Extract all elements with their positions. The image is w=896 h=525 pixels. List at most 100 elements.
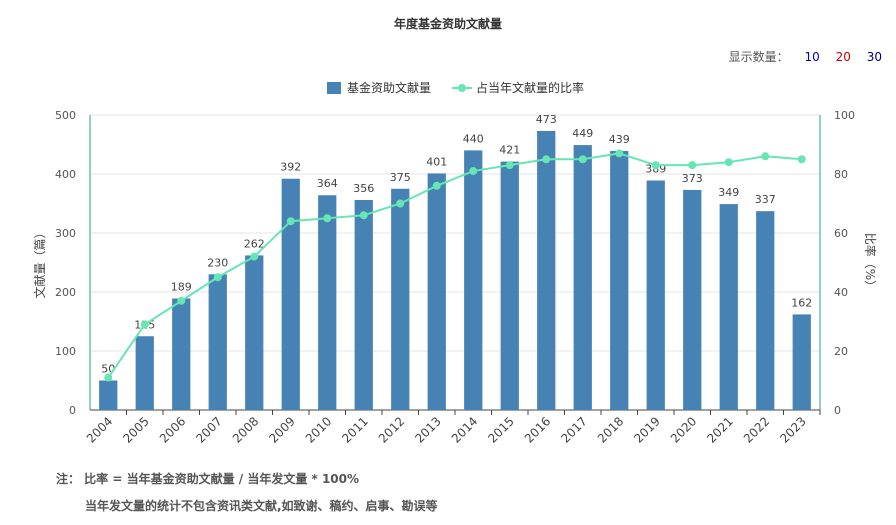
x-tick-label: 2014 — [449, 414, 480, 445]
x-tick-label: 2009 — [266, 414, 297, 445]
y-left-tick-label: 0 — [69, 404, 76, 417]
x-tick-label: 2015 — [485, 414, 516, 445]
bar — [719, 204, 738, 410]
bar — [427, 173, 446, 410]
y-right-tick-label: 40 — [834, 286, 848, 299]
bar — [756, 211, 775, 410]
bar — [573, 145, 592, 410]
ratio-point — [396, 199, 405, 208]
bar-value-label: 356 — [353, 182, 374, 195]
ratio-point — [469, 167, 478, 176]
y-left-tick-label: 500 — [55, 109, 76, 122]
bar — [99, 380, 118, 410]
x-tick-label: 2020 — [668, 414, 699, 445]
x-tick-label: 2012 — [376, 414, 407, 445]
bar-value-label: 349 — [718, 186, 739, 199]
ratio-point — [578, 155, 587, 164]
bar-value-label: 392 — [280, 161, 301, 174]
y-right-tick-label: 100 — [834, 109, 855, 122]
x-tick-label: 2011 — [339, 414, 370, 445]
ratio-point — [542, 155, 551, 164]
ratio-point — [797, 155, 806, 164]
ratio-point — [213, 273, 222, 282]
ratio-point — [724, 158, 733, 167]
x-tick-label: 2005 — [120, 414, 151, 445]
ratio-point — [688, 161, 697, 170]
bar — [610, 150, 629, 411]
x-tick-label: 2013 — [412, 414, 443, 445]
x-tick-label: 2008 — [230, 414, 261, 445]
y-right-tick-label: 60 — [834, 227, 848, 240]
x-tick-label: 2017 — [558, 414, 589, 445]
bar — [318, 195, 337, 410]
ratio-point — [615, 149, 624, 158]
bar-value-label: 162 — [791, 296, 812, 309]
y-left-axis-title: 文献量（篇） — [32, 226, 47, 298]
bar-value-label: 421 — [499, 144, 520, 157]
bar — [464, 150, 483, 410]
bar-value-label: 473 — [536, 113, 557, 126]
y-left-tick-label: 100 — [55, 345, 76, 358]
display-count-selector: 显示数量： 10 20 30 — [717, 48, 882, 65]
ratio-point — [140, 320, 149, 329]
y-right-tick-label: 80 — [834, 168, 848, 181]
ratio-line — [107, 152, 802, 379]
y-right-axis-title: 比率（%） — [863, 233, 878, 292]
bar — [683, 189, 702, 410]
bar — [208, 274, 227, 410]
bar-value-label: 401 — [426, 155, 447, 168]
bar — [792, 314, 811, 410]
x-tick-label: 2019 — [631, 414, 662, 445]
bar-value-label: 439 — [609, 133, 630, 146]
bar — [391, 188, 410, 410]
x-tick-label: 2016 — [522, 414, 553, 445]
chart-notes: 注： 比率 = 当年基金资助文献量 / 当年发文量 * 100% 当年发文量的统… — [56, 470, 438, 514]
ratio-point — [177, 296, 186, 305]
legend-bar-label: 基金资助文献量 — [347, 80, 431, 95]
bar-value-label: 364 — [317, 177, 338, 190]
bar-value-label: 262 — [244, 237, 265, 250]
bar — [245, 255, 264, 410]
x-tick-label: 2018 — [595, 414, 626, 445]
bar — [135, 336, 154, 410]
note-exclusion: 当年发文量的统计不包含资讯类文献,如致谢、稿约、启事、勘误等 — [85, 499, 438, 513]
bar-value-label: 230 — [207, 256, 228, 269]
bar — [354, 199, 373, 410]
display-count-20[interactable]: 20 — [835, 50, 851, 64]
chart-title: 年度基金资助文献量 — [393, 17, 502, 31]
ratio-point — [104, 373, 113, 382]
x-tick-label: 2021 — [704, 414, 735, 445]
bar — [281, 178, 300, 410]
legend-line-label: 占当年文献量的比率 — [476, 80, 584, 95]
bar — [172, 298, 191, 410]
legend-bar-swatch — [327, 82, 341, 94]
bar-value-label: 449 — [572, 127, 593, 140]
legend-line-marker — [458, 84, 466, 92]
x-tick-label: 2007 — [193, 414, 224, 445]
ratio-point — [359, 211, 368, 220]
x-tick-label: 2006 — [157, 414, 188, 445]
ratio-point — [432, 181, 441, 190]
y-right-tick-label: 20 — [834, 345, 848, 358]
x-tick-label: 2010 — [303, 414, 334, 445]
display-count-10[interactable]: 10 — [804, 50, 820, 64]
bar-value-label: 373 — [682, 172, 703, 185]
y-left-tick-label: 400 — [55, 168, 76, 181]
x-tick-label: 2023 — [777, 414, 808, 445]
display-count-label: 显示数量： — [728, 50, 789, 64]
y-left-tick-label: 300 — [55, 227, 76, 240]
bar-value-label: 440 — [463, 132, 484, 145]
bar — [537, 130, 556, 410]
ratio-point — [323, 214, 332, 223]
display-count-30[interactable]: 30 — [866, 50, 882, 64]
y-left-tick-label: 200 — [55, 286, 76, 299]
ratio-point — [286, 217, 295, 226]
bar-value-label: 189 — [171, 280, 192, 293]
x-tick-label: 2022 — [741, 414, 772, 445]
ratio-point — [505, 161, 514, 170]
bar-value-label: 375 — [390, 171, 411, 184]
y-right-tick-label: 0 — [834, 404, 841, 417]
ratio-point — [250, 252, 259, 261]
bar-value-label: 337 — [755, 193, 776, 206]
